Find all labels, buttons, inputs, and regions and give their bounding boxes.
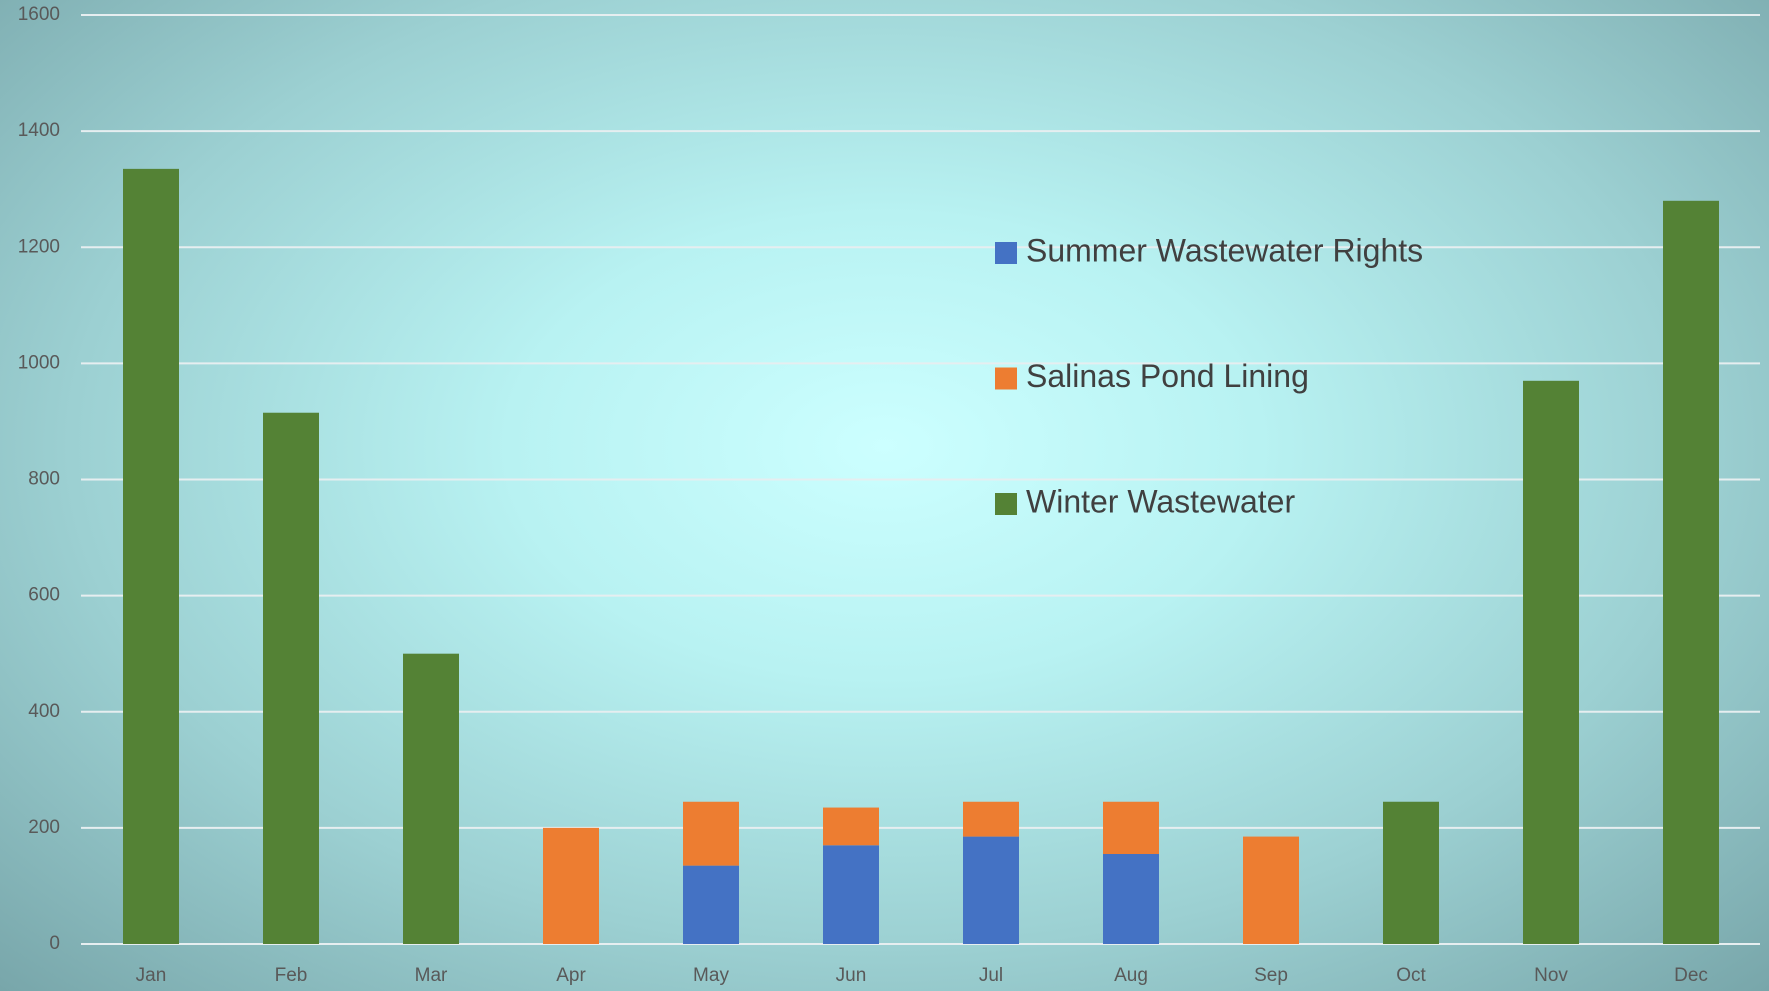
x-tick-label: Oct bbox=[1396, 965, 1426, 986]
bar-segment bbox=[683, 865, 739, 944]
y-tick-label: 1000 bbox=[18, 352, 60, 373]
bar-segment bbox=[823, 845, 879, 944]
bar-segment bbox=[823, 807, 879, 846]
bar-segment bbox=[683, 801, 739, 866]
x-tick-label: Sep bbox=[1254, 965, 1288, 986]
y-tick-label: 600 bbox=[28, 585, 60, 606]
legend-label: Winter Wastewater bbox=[1026, 483, 1295, 519]
bar-segment bbox=[403, 653, 459, 944]
x-tick-label: Nov bbox=[1534, 965, 1568, 986]
bar-segment bbox=[1663, 200, 1719, 945]
bar-segment bbox=[1243, 836, 1299, 944]
bar-segment bbox=[263, 412, 319, 944]
legend-label: Salinas Pond Lining bbox=[1026, 358, 1309, 394]
y-tick-label: 1600 bbox=[18, 4, 60, 25]
bar-segment bbox=[1383, 801, 1439, 944]
bar-segment bbox=[1523, 380, 1579, 944]
x-tick-label: Jul bbox=[979, 965, 1003, 986]
bar-segment bbox=[543, 827, 599, 944]
legend-swatch bbox=[995, 493, 1017, 515]
bar-segment bbox=[963, 836, 1019, 944]
x-tick-label: Aug bbox=[1114, 965, 1148, 986]
y-tick-label: 1400 bbox=[18, 120, 60, 141]
x-tick-label: Dec bbox=[1674, 965, 1708, 986]
legend-swatch bbox=[995, 242, 1017, 264]
y-tick-label: 400 bbox=[28, 701, 60, 722]
bar-segment bbox=[963, 801, 1019, 837]
y-tick-label: 200 bbox=[28, 817, 60, 838]
x-tick-label: Jan bbox=[136, 965, 167, 986]
legend-label: Summer Wastewater Rights bbox=[1026, 232, 1423, 268]
x-tick-label: Mar bbox=[415, 965, 448, 986]
y-tick-label: 0 bbox=[49, 933, 60, 954]
x-tick-label: May bbox=[693, 965, 729, 986]
x-tick-label: Feb bbox=[275, 965, 308, 986]
y-tick-label: 800 bbox=[28, 469, 60, 490]
bar-segment bbox=[123, 168, 179, 945]
x-tick-label: Jun bbox=[836, 965, 867, 986]
bar-segment bbox=[1103, 854, 1159, 944]
bar-segment bbox=[1103, 801, 1159, 855]
y-tick-label: 1200 bbox=[18, 236, 60, 257]
x-tick-label: Apr bbox=[556, 965, 586, 986]
legend-swatch bbox=[995, 367, 1017, 390]
